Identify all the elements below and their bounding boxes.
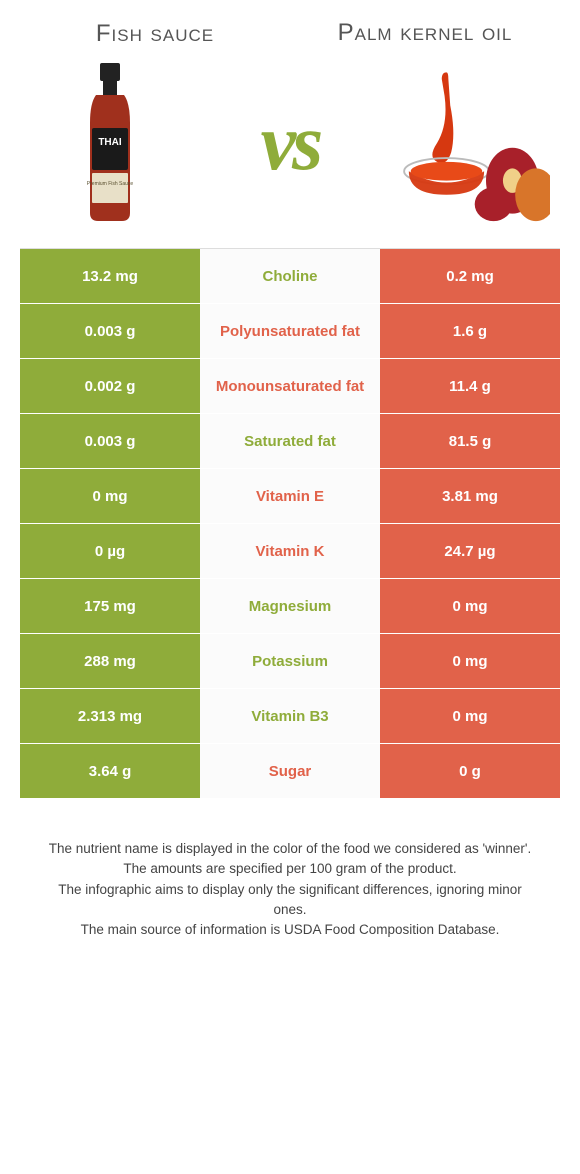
footer-line: The amounts are specified per 100 gram o… — [40, 859, 540, 879]
left-value: 0.003 g — [20, 414, 200, 468]
nutrient-label: Vitamin B3 — [200, 689, 380, 743]
nutrient-label: Potassium — [200, 634, 380, 688]
nutrient-label: Monounsaturated fat — [200, 359, 380, 413]
table-row: 0 µgVitamin K24.7 µg — [20, 524, 560, 579]
right-value: 81.5 g — [380, 414, 560, 468]
right-value: 0 g — [380, 744, 560, 798]
right-value: 3.81 mg — [380, 469, 560, 523]
nutrient-label: Sugar — [200, 744, 380, 798]
right-value: 11.4 g — [380, 359, 560, 413]
left-value: 3.64 g — [20, 744, 200, 798]
right-food-image — [390, 58, 550, 228]
comparison-table: 13.2 mgCholine0.2 mg0.003 gPolyunsaturat… — [20, 248, 560, 799]
left-value: 2.313 mg — [20, 689, 200, 743]
nutrient-label: Vitamin K — [200, 524, 380, 578]
svg-text:THAI: THAI — [98, 137, 122, 148]
left-value: 13.2 mg — [20, 249, 200, 303]
header: Fish sauce Palm kernel oil — [0, 0, 580, 48]
right-value: 24.7 µg — [380, 524, 560, 578]
vs-label: vs — [261, 98, 320, 189]
table-row: 0.002 gMonounsaturated fat11.4 g — [20, 359, 560, 414]
nutrient-label: Choline — [200, 249, 380, 303]
footer-line: The main source of information is USDA F… — [40, 920, 540, 940]
table-row: 0.003 gSaturated fat81.5 g — [20, 414, 560, 469]
table-row: 2.313 mgVitamin B30 mg — [20, 689, 560, 744]
left-value: 288 mg — [20, 634, 200, 688]
table-row: 175 mgMagnesium0 mg — [20, 579, 560, 634]
right-value: 0 mg — [380, 634, 560, 688]
table-row: 13.2 mgCholine0.2 mg — [20, 249, 560, 304]
footer-line: The nutrient name is displayed in the co… — [40, 839, 540, 859]
left-value: 0.002 g — [20, 359, 200, 413]
right-value: 0 mg — [380, 579, 560, 633]
left-food-image: THAI Premium Fish Sauce — [30, 58, 190, 228]
nutrient-label: Polyunsaturated fat — [200, 304, 380, 358]
nutrient-label: Magnesium — [200, 579, 380, 633]
table-row: 3.64 gSugar0 g — [20, 744, 560, 799]
right-food-title: Palm kernel oil — [290, 20, 560, 46]
footer-notes: The nutrient name is displayed in the co… — [0, 799, 580, 940]
right-value: 0.2 mg — [380, 249, 560, 303]
left-value: 0.003 g — [20, 304, 200, 358]
table-row: 288 mgPotassium0 mg — [20, 634, 560, 689]
nutrient-label: Vitamin E — [200, 469, 380, 523]
nutrient-label: Saturated fat — [200, 414, 380, 468]
table-row: 0 mgVitamin E3.81 mg — [20, 469, 560, 524]
table-row: 0.003 gPolyunsaturated fat1.6 g — [20, 304, 560, 359]
left-value: 0 mg — [20, 469, 200, 523]
right-value: 0 mg — [380, 689, 560, 743]
left-food-title: Fish sauce — [20, 20, 290, 48]
images-row: THAI Premium Fish Sauce vs — [0, 48, 580, 248]
right-value: 1.6 g — [380, 304, 560, 358]
left-value: 0 µg — [20, 524, 200, 578]
svg-text:Premium Fish Sauce: Premium Fish Sauce — [87, 181, 134, 187]
left-value: 175 mg — [20, 579, 200, 633]
footer-line: The infographic aims to display only the… — [40, 880, 540, 921]
